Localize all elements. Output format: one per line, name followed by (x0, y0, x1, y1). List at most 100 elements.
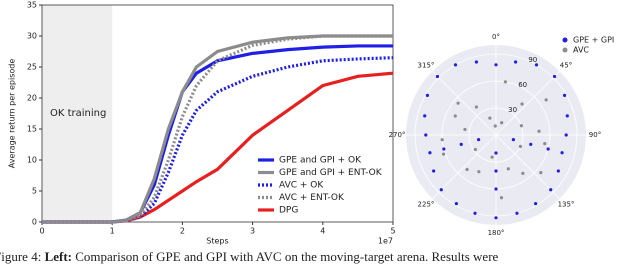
scatter-point (494, 169, 498, 173)
x-axis-label: Steps (206, 237, 228, 246)
scatter-point (494, 187, 498, 191)
y-tick-label: 0 (32, 218, 37, 227)
scatter-point (440, 138, 444, 142)
theta-tick-label: 0° (492, 33, 500, 41)
scatter-point (473, 211, 477, 215)
legend-label: AVC + OK (279, 181, 324, 191)
y-tick-label: 35 (27, 1, 37, 10)
legend-label: AVC (573, 46, 589, 55)
scatter-point (556, 169, 560, 173)
scatter-point (425, 93, 430, 97)
caption-text: Comparison of GPE and GPI with AVC on th… (75, 249, 498, 264)
scatter-point (474, 105, 478, 109)
r-tick-label: 30 (508, 106, 517, 114)
scatter-point (511, 138, 515, 142)
plot-frame (41, 4, 394, 223)
x-tick-label: 4 (320, 227, 325, 236)
scatter-point (521, 171, 525, 175)
scatter-point (428, 151, 432, 155)
y-tick-label: 30 (27, 32, 37, 41)
scatter-point (477, 170, 481, 174)
y-tick-label: 25 (27, 63, 37, 72)
scatter-point (453, 114, 457, 118)
y-tick-label: 5 (32, 187, 37, 196)
theta-tick-label: 90° (589, 131, 601, 139)
scatter-point (546, 147, 550, 151)
scatter-point (465, 167, 469, 172)
r-tick-label: 90 (528, 56, 537, 64)
x-offset-label: 1e7 (378, 237, 393, 246)
theta-tick-label: 270° (389, 131, 406, 139)
y-tick-label: 20 (27, 94, 37, 103)
scatter-point (442, 147, 446, 151)
scatter-point (518, 144, 523, 149)
scatter-point (494, 151, 498, 155)
theta-tick-label: 225° (418, 200, 435, 208)
theta-tick-label: 135° (558, 200, 575, 208)
region-label: OK training (50, 108, 106, 119)
x-tick-label: 2 (180, 227, 185, 236)
scatter-point (506, 167, 510, 171)
theta-tick-label: 315° (418, 62, 435, 70)
scatter-point (562, 93, 567, 97)
angular-grid (495, 71, 560, 136)
legend-marker (562, 37, 568, 43)
angular-grid (432, 71, 497, 136)
scatter-point (494, 216, 498, 220)
scatter-point (488, 116, 492, 120)
theta-tick-label: 45° (560, 62, 572, 70)
scatter-point (473, 147, 477, 152)
scatter-point (529, 142, 533, 146)
caption-bold: Left: (45, 249, 72, 264)
scatter-point (423, 114, 427, 118)
y-tick-label: 10 (27, 156, 37, 165)
scatter-point (534, 63, 539, 67)
scatter-point (441, 152, 446, 156)
scatter-point (560, 151, 564, 155)
legend-label: DPG (279, 206, 298, 216)
x-tick-label: 1 (110, 227, 115, 236)
scatter-point (499, 196, 504, 200)
scatter-point (544, 98, 548, 102)
scatter-point (519, 124, 523, 128)
scatter-point (454, 201, 458, 206)
scatter-point (424, 133, 428, 137)
scatter-point (537, 129, 541, 133)
r-tick-label: 60 (518, 81, 527, 89)
scatter-point (552, 74, 557, 79)
angular-grid (432, 134, 497, 199)
theta-tick-label: 180° (488, 229, 505, 237)
y-axis-label: Average return per episode (8, 59, 17, 169)
scatter-point (435, 74, 440, 79)
scatter-point (459, 142, 463, 146)
scatter-point (432, 169, 436, 173)
series-line (42, 56, 394, 224)
angular-grid (495, 134, 560, 199)
scatter-point (503, 80, 507, 84)
x-tick-label: 3 (250, 227, 255, 236)
scatter-point (534, 201, 538, 206)
scatter-point (439, 188, 443, 192)
series-line (42, 34, 393, 224)
scatter-point (453, 63, 458, 67)
legend-label: AVC + ENT-OK (279, 193, 345, 203)
scatter-point (490, 155, 494, 159)
scatter-point (520, 102, 524, 106)
scatter-point (500, 121, 504, 125)
scatter-point (474, 60, 479, 64)
legend-marker (562, 47, 568, 53)
training-region (42, 5, 113, 222)
caption-label: Figure 4: (0, 249, 41, 264)
scatter-point (513, 60, 518, 64)
scatter-point (477, 138, 481, 142)
scatter-point (565, 114, 569, 118)
caption: Figure 4: Left: Comparison of GPE and GP… (0, 249, 499, 264)
legend-label: GPE + GPI (573, 36, 614, 45)
scatter-point (494, 63, 498, 67)
y-tick-label: 15 (27, 125, 37, 134)
scatter-point (515, 211, 519, 215)
legend-label: GPE and GPI + OK (279, 156, 362, 166)
scatter-point (463, 127, 467, 132)
scatter-point (539, 171, 543, 175)
